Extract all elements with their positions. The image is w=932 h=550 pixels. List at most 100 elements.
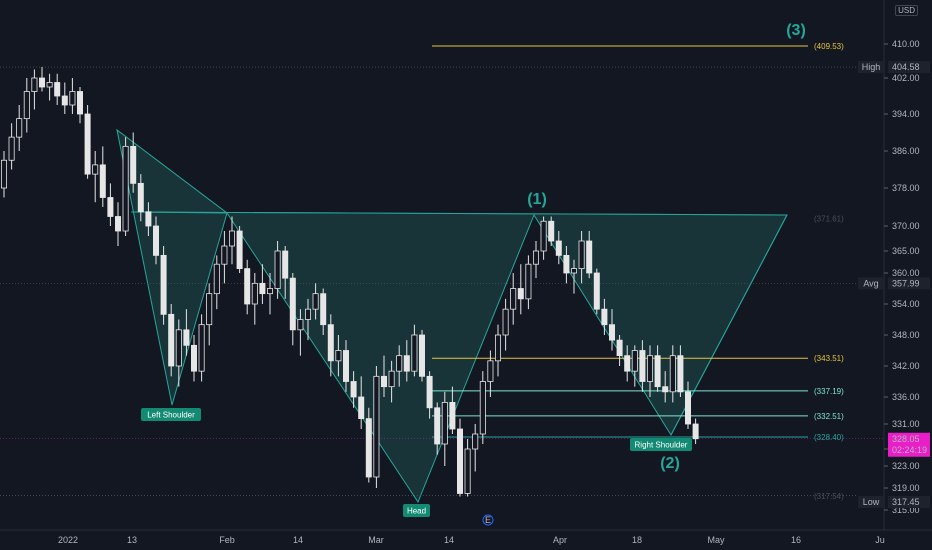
avg-badge-value: 357.99 <box>892 278 920 288</box>
candle-body <box>130 145 137 184</box>
candle-body <box>639 350 646 382</box>
candle-body <box>494 334 501 362</box>
candle-body <box>198 324 205 372</box>
y-tick-label: 386.00 <box>892 146 920 156</box>
candle-body <box>145 211 152 227</box>
candle-body <box>418 334 425 377</box>
candle-body <box>411 334 418 372</box>
y-tick-label: 360.00 <box>892 268 920 278</box>
last-price-timer: 02:24:19 <box>892 445 927 455</box>
x-tick-label: 14 <box>293 535 303 545</box>
candle-body <box>282 250 289 279</box>
candle-body <box>122 145 129 232</box>
candle-body <box>168 313 175 367</box>
candle-body <box>31 77 38 92</box>
level-label: (337.19) <box>814 387 844 396</box>
wave-3-label: (3) <box>786 22 806 39</box>
x-tick-label: Feb <box>219 535 235 545</box>
y-tick-label: 331.00 <box>892 419 920 429</box>
candle-body <box>312 293 319 310</box>
wave-2-label: (2) <box>660 455 680 472</box>
candle-body <box>69 91 76 106</box>
y-tick-label: 342.00 <box>892 361 920 371</box>
y-tick-label: 336.00 <box>892 392 920 402</box>
event-icon-text: E <box>485 515 491 525</box>
candle-body <box>609 324 616 341</box>
x-tick-label: 2022 <box>58 535 78 545</box>
candle-body <box>586 240 593 274</box>
wave-1-label: (1) <box>527 191 547 208</box>
candle-body <box>479 381 486 435</box>
candle-body <box>563 254 570 274</box>
candle-body <box>46 82 53 88</box>
y-tick-label: 378.00 <box>892 183 920 193</box>
y-tick-label: 315.00 <box>892 505 920 515</box>
candle-body <box>160 254 167 315</box>
candle-body <box>228 230 235 247</box>
candle-body <box>335 350 342 362</box>
candle-body <box>647 355 654 382</box>
candle-body <box>654 355 661 388</box>
candle-body <box>441 401 448 445</box>
y-tick-label: 354.00 <box>892 299 920 309</box>
candle-body <box>426 375 433 409</box>
candle-body <box>251 282 258 305</box>
candle-body <box>289 277 296 331</box>
high-badge-tag-label: High <box>862 62 881 72</box>
y-tick-label: 348.00 <box>892 330 920 340</box>
x-tick-label: 16 <box>791 535 801 545</box>
candle-body <box>403 355 410 372</box>
candle-body <box>472 433 479 450</box>
candle-body <box>669 355 676 393</box>
y-tick-label: 365.00 <box>892 246 920 256</box>
candle-body <box>221 245 228 265</box>
candle-body <box>107 197 114 217</box>
candle-body <box>380 375 387 388</box>
avg-badge-tag-label: Avg <box>863 278 878 288</box>
candle-body <box>517 288 524 300</box>
candle-body <box>99 164 106 198</box>
candle-body <box>54 82 61 97</box>
candle-body <box>358 396 365 420</box>
candle-body <box>350 381 357 398</box>
event-icon[interactable] <box>482 514 494 526</box>
candle-body <box>365 418 372 478</box>
candle-body <box>593 272 600 310</box>
candle-body <box>342 350 349 382</box>
high-badge-tag <box>858 61 884 74</box>
right-shoulder-label-text: Right Shoulder <box>635 441 688 450</box>
candle-body <box>152 225 159 256</box>
candle-body <box>571 268 578 274</box>
left-shoulder-label <box>141 408 201 421</box>
low-badge-value-box <box>888 496 930 509</box>
candle-body <box>16 118 23 138</box>
x-tick-label: 18 <box>632 535 642 545</box>
candle-body <box>236 230 243 269</box>
head-label-text: Head <box>407 507 426 516</box>
candle-body <box>23 91 30 120</box>
avg-badge-tag <box>858 277 884 290</box>
candle-body <box>601 308 608 326</box>
candle-body <box>244 268 251 305</box>
candle-body <box>266 288 273 295</box>
y-tick-label: 402.00 <box>892 73 920 83</box>
candle-body <box>388 370 395 388</box>
candle-body <box>685 391 692 425</box>
x-tick-label: Ju <box>875 535 885 545</box>
candle-body <box>92 164 99 175</box>
avg-badge-value-box <box>888 277 930 290</box>
x-tick-label: Apr <box>553 535 567 545</box>
candle-body <box>183 329 190 346</box>
candle-body <box>464 448 471 494</box>
candle-body <box>631 350 638 372</box>
candle-body <box>304 308 311 320</box>
candle-body <box>61 95 68 106</box>
high-badge-value: 404.58 <box>892 62 920 72</box>
y-tick-label: 370.00 <box>892 221 920 231</box>
candle-body <box>274 250 281 289</box>
currency-label[interactable]: USD <box>895 5 918 16</box>
last-price-badge <box>888 432 930 457</box>
candle-body <box>190 344 197 372</box>
candle-body <box>327 324 334 362</box>
